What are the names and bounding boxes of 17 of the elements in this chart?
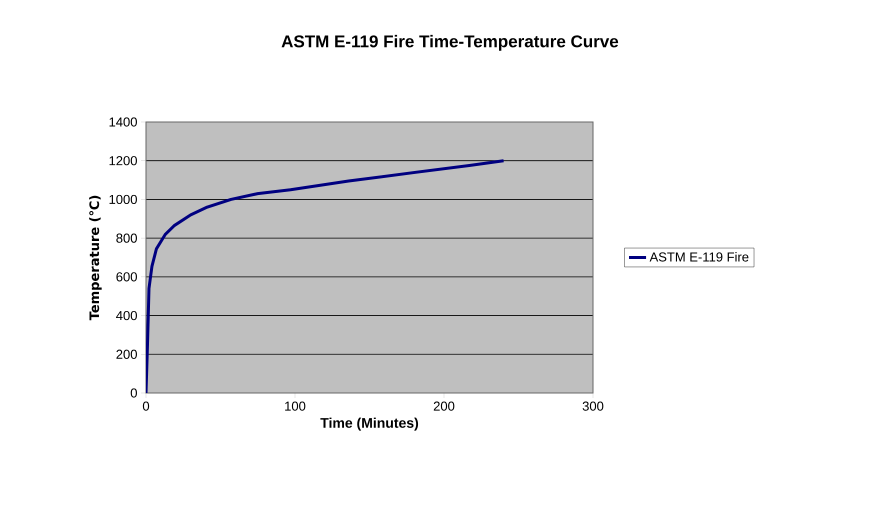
y-tick-label: 0 bbox=[130, 388, 137, 398]
y-axis-title: Temperature (℃) bbox=[89, 196, 102, 320]
y-tick-label: 400 bbox=[116, 310, 137, 320]
legend-label: ASTM E-119 Fire bbox=[650, 252, 748, 262]
y-tick-label: 200 bbox=[116, 350, 137, 359]
x-axis-title: Time (Minutes) bbox=[320, 418, 418, 431]
y-tick-label: 1000 bbox=[110, 194, 137, 204]
line-series bbox=[146, 159, 506, 393]
y-tick-label: 1200 bbox=[110, 156, 137, 166]
y-tick-label: 800 bbox=[116, 234, 137, 243]
x-tick-label: 100 bbox=[285, 402, 306, 411]
y-tick-label: 600 bbox=[116, 272, 137, 282]
y-tick-label: 1400 bbox=[110, 117, 137, 127]
x-tick-label: 0 bbox=[142, 402, 150, 411]
x-tick-label: 200 bbox=[434, 402, 454, 411]
chart-title: ASTM E-119 Fire Time-Temperature Curve bbox=[282, 34, 618, 51]
x-tick-label: 300 bbox=[582, 402, 604, 411]
